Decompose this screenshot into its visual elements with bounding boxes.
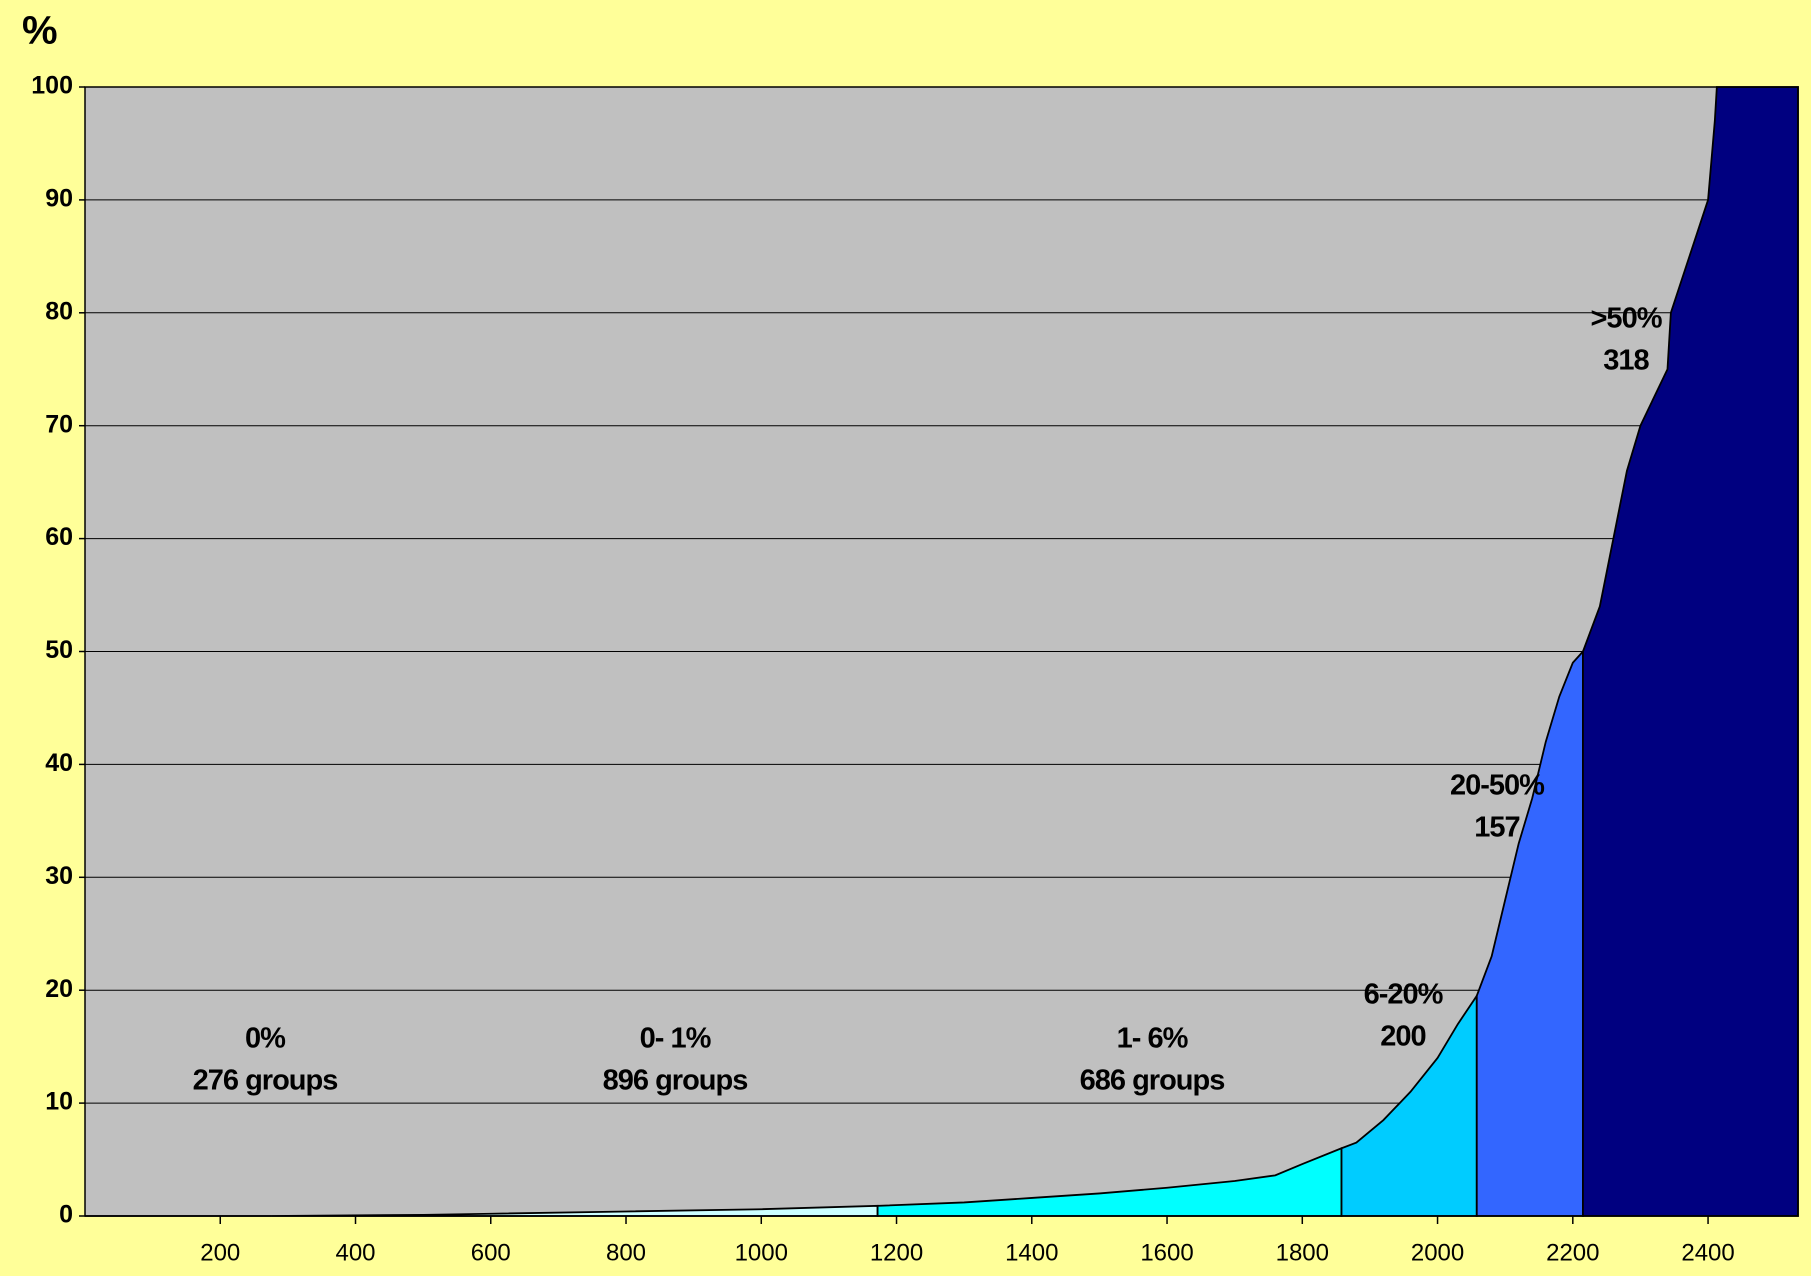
y-tick-label: 50 [45, 636, 73, 664]
x-tick-label: 200 [200, 1239, 240, 1266]
y-tick-label: 40 [45, 749, 73, 777]
segment-label: 200 [1380, 1021, 1425, 1053]
x-tick-label: 2000 [1411, 1239, 1464, 1266]
y-tick-label: 0 [59, 1201, 73, 1229]
segment-label: 686 groups [1080, 1065, 1225, 1097]
x-tick-label: 400 [335, 1239, 375, 1266]
y-tick-label: 20 [45, 975, 73, 1003]
segment-label: 276 groups [193, 1065, 338, 1097]
y-tick-label: 80 [45, 297, 73, 325]
segment-name: >50% [1591, 303, 1663, 335]
y-tick-label: 100 [31, 72, 73, 100]
segment-name: 20-50% [1450, 770, 1545, 802]
y-tick-label: 70 [45, 410, 73, 438]
segment-name: 0- 1% [640, 1023, 712, 1055]
x-tick-label: 1800 [1276, 1239, 1329, 1266]
x-tick-label: 1200 [870, 1239, 923, 1266]
plot-border [84, 86, 1799, 1217]
segment-name: 0% [245, 1023, 286, 1055]
segment-label: 318 [1603, 345, 1649, 377]
segment-name: 1- 6% [1117, 1023, 1189, 1055]
x-tick-label: 2400 [1681, 1239, 1734, 1266]
y-tick-label: 30 [45, 862, 73, 890]
x-tick-label: 600 [471, 1239, 511, 1266]
segment-label: 157 [1474, 812, 1519, 844]
x-tick-label: 2200 [1546, 1239, 1599, 1266]
x-tick-label: 1400 [1005, 1239, 1058, 1266]
x-tick-label: 1000 [735, 1239, 788, 1266]
y-tick-label: 90 [45, 185, 73, 213]
y-tick-label: 10 [45, 1088, 73, 1116]
chart-title: % [22, 9, 58, 53]
y-tick-label: 60 [45, 523, 73, 551]
x-tick-label: 800 [606, 1239, 646, 1266]
x-tick-label: 1600 [1140, 1239, 1193, 1266]
segment-name: 6-20% [1364, 979, 1444, 1011]
segment-label: 896 groups [603, 1065, 748, 1097]
